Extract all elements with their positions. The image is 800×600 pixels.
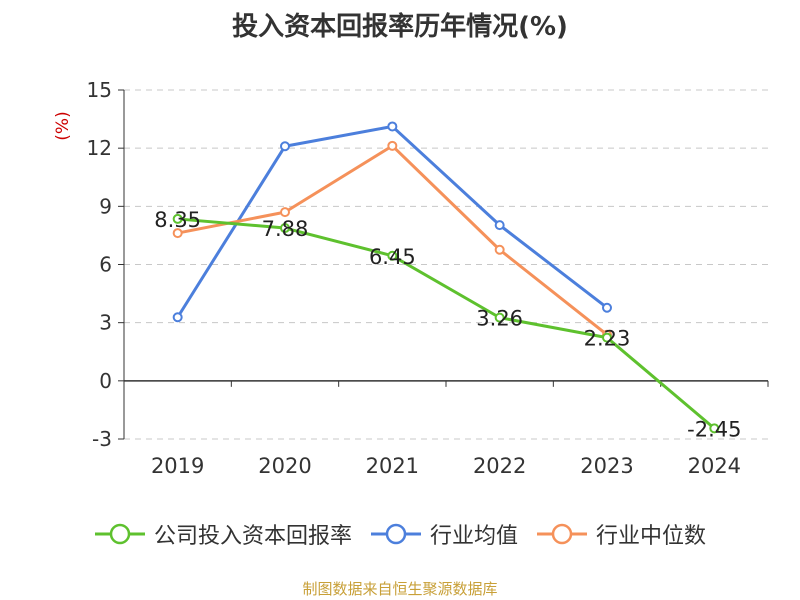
data-point (602, 332, 612, 343)
legend-item[interactable]: 公司投入资本回报率 (94, 518, 352, 550)
y-tick-label: 15 (87, 78, 112, 102)
y-tick-label: 12 (87, 136, 112, 160)
data-label: -2.45 (687, 417, 741, 441)
x-tick-label: 2021 (366, 454, 419, 478)
data-point (494, 312, 505, 323)
data-point (494, 220, 505, 231)
y-tick-label: 6 (99, 253, 112, 277)
x-tick-label: 2019 (151, 454, 204, 478)
series-line (177, 144, 608, 336)
x-tick-label: 2020 (258, 454, 311, 478)
y-tick-label: -3 (92, 427, 112, 451)
axes: -3 0 3 6 9 12 15 2019 2020 2021 2022 2023 2024 (87, 78, 769, 478)
data-label: 2.23 (584, 327, 631, 351)
series-lines (172, 121, 720, 434)
data-point (280, 207, 290, 218)
source-note: 制图数据来自恒生聚源数据库 (302, 580, 498, 598)
legend-marker-icon (94, 523, 145, 545)
legend-label: 行业均值 (429, 524, 518, 549)
series-line (177, 217, 716, 430)
data-point (387, 140, 398, 151)
legend-marker-icon (370, 523, 421, 545)
data-point (172, 213, 183, 224)
legend-label: 公司投入资本回报率 (153, 524, 352, 549)
data-label: 7.88 (262, 217, 309, 241)
data-point (387, 121, 398, 132)
grid-lines (124, 89, 768, 440)
y-axis-label: (%) (53, 111, 73, 140)
data-point (280, 223, 290, 234)
legend-item[interactable]: 行业中位数 (536, 518, 706, 550)
data-point (172, 228, 183, 239)
data-point (709, 423, 720, 434)
legend-marker-icon (537, 523, 587, 545)
data-point (602, 302, 612, 313)
data-labels: 8.35 7.88 6.45 3.26 2.23 -2.45 (154, 208, 741, 441)
x-tick-label: 2023 (580, 454, 633, 478)
legend-item[interactable]: 行业均值 (370, 518, 518, 550)
data-point (172, 312, 183, 323)
chart-title: 投入资本回报率历年情况(%) (232, 12, 568, 42)
data-point (280, 141, 290, 152)
data-point (494, 244, 505, 255)
y-tick-label: 9 (99, 194, 112, 218)
data-label: 6.45 (369, 245, 416, 269)
y-tick-label: 3 (99, 311, 112, 335)
data-label: 8.35 (154, 208, 201, 232)
data-label: 3.26 (476, 307, 523, 331)
x-tick-label: 2022 (473, 454, 526, 478)
y-tick-label: 0 (99, 369, 112, 393)
x-tick-label: 2024 (688, 454, 741, 478)
data-point (387, 250, 398, 261)
legend: 公司投入资本回报率 行业均值 行业中位数 (0, 518, 800, 550)
legend-label: 行业中位数 (596, 524, 707, 549)
